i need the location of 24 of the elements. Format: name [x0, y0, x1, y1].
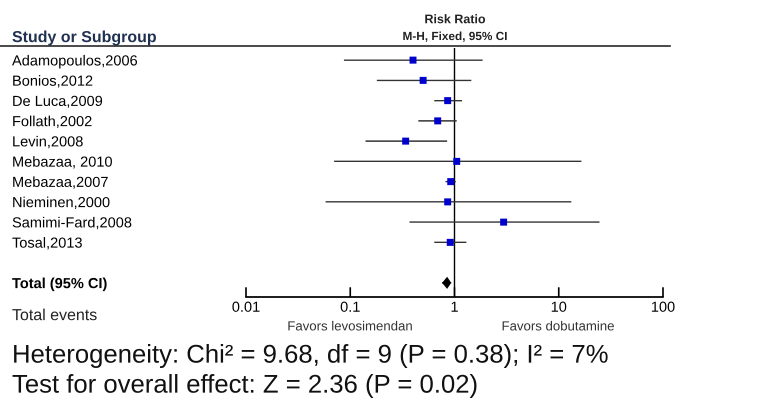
text: Total events — [12, 308, 97, 320]
y-tick-label: Levin,2008 — [13, 136, 83, 148]
x-tick-label: 100 — [652, 302, 675, 312]
text: Test for overall effect: Z = 2.36 (P = 0.02) — [12, 374, 476, 398]
chart-title: Risk Ratio — [425, 14, 486, 24]
y-tick-label: De Luca,2009 — [13, 96, 102, 108]
x-tick-label: 1 — [452, 302, 458, 312]
chart-subtitle: M-H, Fixed, 95% CI — [403, 32, 507, 42]
y-tick-label: Samimi-Fard,2008 — [12, 216, 132, 230]
y-tick-label: Tosal,2013 — [12, 237, 82, 250]
y-tick-label: Total (95% CI) — [12, 278, 107, 292]
x-tick-label: 10 — [552, 302, 566, 312]
text: Study or Subgroup — [12, 30, 156, 46]
text: Heterogeneity: Chi² = 9.68, df = 9 (P = 0.38); I² = 7% — [14, 344, 608, 368]
y-tick-label: Bonios,2012 — [13, 75, 92, 88]
text: Favors dobutamine — [502, 320, 614, 331]
text: Favors levosimendan — [288, 320, 412, 331]
y-tick-label: Adamopoulos,2006 — [12, 54, 138, 68]
x-tick-label: 0.1 — [340, 302, 360, 312]
y-tick-label: Nieminen,2000 — [13, 196, 110, 210]
x-tick-label: 0.01 — [232, 302, 260, 312]
y-tick-label: Mebazaa,2007 — [13, 176, 108, 189]
y-tick-label: Mebazaa, 2010 — [13, 156, 112, 169]
y-tick-label: Follath,2002 — [13, 116, 92, 128]
